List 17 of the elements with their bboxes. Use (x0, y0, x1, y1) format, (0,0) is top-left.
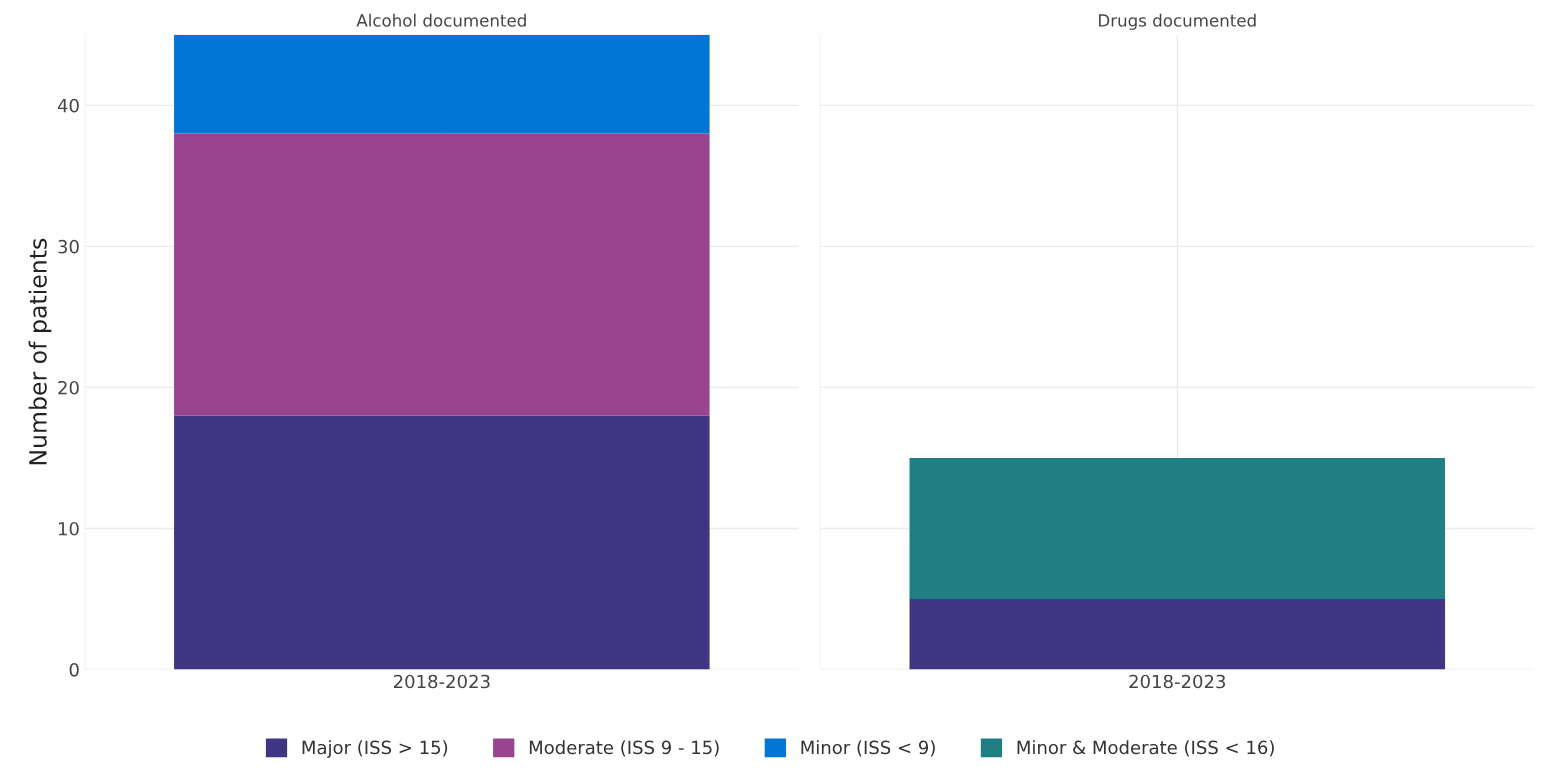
chart-title: Alcohol documented (356, 13, 526, 27)
y-axis-title: Number of patients (28, 238, 52, 465)
chart-title: Drugs documented (1099, 13, 1256, 30)
bar (174, 133, 710, 416)
y-tick-label: 10 (58, 521, 79, 536)
y-tick-label: 30 (58, 239, 79, 254)
legend-label: Minor & Moderate (ISS < 16) (1017, 740, 1274, 757)
y-tick-label: 20 (58, 380, 79, 395)
legend-label: Minor (ISS < 9) (801, 740, 935, 757)
y-tick-label: 40 (57, 98, 79, 113)
y-tick-label: 0 (69, 662, 79, 677)
bar (174, 415, 710, 670)
x-tick-label: 2018-2023 (1129, 674, 1226, 689)
legend-label: Moderate (ISS 9 - 15) (529, 740, 719, 757)
legend-label: Major (ISS > 15) (302, 740, 448, 758)
bar (174, 34, 710, 134)
x-tick-label: 2018-2023 (393, 674, 490, 689)
